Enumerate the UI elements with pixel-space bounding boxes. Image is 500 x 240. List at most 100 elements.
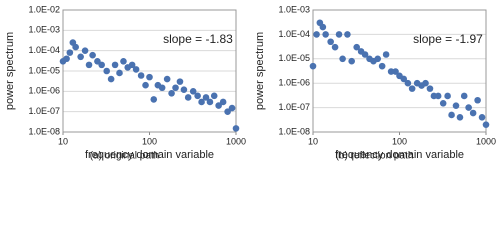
y-tick-label: 1.0E-08 <box>28 126 60 136</box>
point <box>374 55 382 63</box>
point <box>448 111 455 119</box>
point <box>184 94 192 101</box>
point <box>478 114 486 121</box>
point <box>353 43 360 51</box>
x-axis-label: frequency domain variable <box>85 149 214 161</box>
point <box>344 31 351 38</box>
point <box>219 98 227 106</box>
point <box>322 31 329 38</box>
point <box>335 31 343 38</box>
point <box>176 78 184 85</box>
figure: 1.0E-08 1.0E-07 1.0E-06 1.0E-05 1.0E-04 1.0E-… <box>4 4 496 162</box>
point <box>469 109 477 117</box>
y-tick-label: 1.0E-04 <box>278 29 310 39</box>
point <box>128 61 136 69</box>
point <box>189 88 197 95</box>
y-tick-label: 1.0E-03 <box>278 4 310 14</box>
point <box>444 92 451 100</box>
point <box>150 96 158 103</box>
point <box>319 23 327 31</box>
y-axis-label: power spectrum <box>4 32 16 110</box>
point <box>408 85 416 92</box>
y-tick-label: 1.0E-06 <box>28 86 60 96</box>
point <box>456 114 464 121</box>
plot-frame <box>62 9 237 133</box>
point <box>77 53 84 61</box>
point <box>85 61 93 69</box>
point <box>98 61 105 69</box>
point <box>309 62 317 70</box>
point <box>465 104 472 111</box>
point <box>63 55 70 63</box>
y-tick-label: 1.0E-06 <box>278 78 310 88</box>
point <box>194 92 201 100</box>
point <box>146 73 153 81</box>
x-tick-label: 1000 <box>476 136 496 146</box>
point <box>339 55 346 63</box>
y-axis-label: power spectrum <box>254 32 266 110</box>
point <box>378 62 386 70</box>
point <box>168 90 175 97</box>
y-tick-label: 1.0E-07 <box>278 102 310 112</box>
y-tick-label: 1.0E-04 <box>28 45 60 55</box>
point <box>120 57 127 65</box>
plot-frame <box>312 9 487 133</box>
point <box>180 86 188 94</box>
point <box>72 43 79 51</box>
y-tick-label: 1.0E-07 <box>28 106 60 116</box>
point <box>232 125 240 132</box>
point <box>163 75 171 83</box>
point <box>81 47 89 54</box>
x-tick-label: 10 <box>308 136 318 146</box>
point <box>215 102 222 109</box>
point <box>210 92 218 100</box>
point <box>400 75 408 83</box>
x-tick-label: 100 <box>392 136 407 146</box>
point <box>116 69 123 77</box>
point <box>66 49 74 56</box>
y-tick-label: 1.0E-02 <box>28 4 60 14</box>
point <box>132 66 140 73</box>
point <box>460 92 468 100</box>
y-tick-label: 1.0E-03 <box>28 25 60 35</box>
point <box>426 85 434 92</box>
point <box>107 75 115 83</box>
point <box>361 51 369 58</box>
y-tick-label: 1.0E-05 <box>278 53 310 63</box>
x-tick-label: 100 <box>142 136 157 146</box>
x-tick-label: 1000 <box>226 136 246 146</box>
point <box>158 84 166 92</box>
point <box>228 104 236 112</box>
point <box>89 51 96 59</box>
point <box>137 72 145 79</box>
point <box>474 96 481 104</box>
annotation: slope = -1.83 <box>163 32 233 46</box>
y-tick-label: 1.0E-08 <box>278 126 310 136</box>
point <box>172 84 179 92</box>
point <box>348 57 355 65</box>
point <box>206 98 214 106</box>
x-tick-label: 10 <box>58 136 68 146</box>
point <box>452 102 460 109</box>
point <box>313 31 320 38</box>
point <box>111 61 119 69</box>
point <box>198 98 205 106</box>
caption: (b) reflection path <box>336 151 414 162</box>
point <box>142 81 149 89</box>
point <box>434 92 442 100</box>
caption: (a) original path <box>90 151 159 162</box>
point <box>439 100 447 107</box>
point <box>224 108 231 115</box>
point <box>422 79 429 87</box>
point <box>404 79 412 87</box>
point <box>202 94 210 101</box>
annotation: slope = -1.97 <box>413 32 483 46</box>
point <box>482 121 490 128</box>
x-axis-label: frequency domain variable <box>335 149 464 161</box>
point <box>331 43 339 51</box>
point <box>327 38 334 46</box>
y-tick-label: 1.0E-05 <box>28 65 60 75</box>
point <box>392 68 399 75</box>
point <box>103 67 110 75</box>
point <box>382 51 390 58</box>
